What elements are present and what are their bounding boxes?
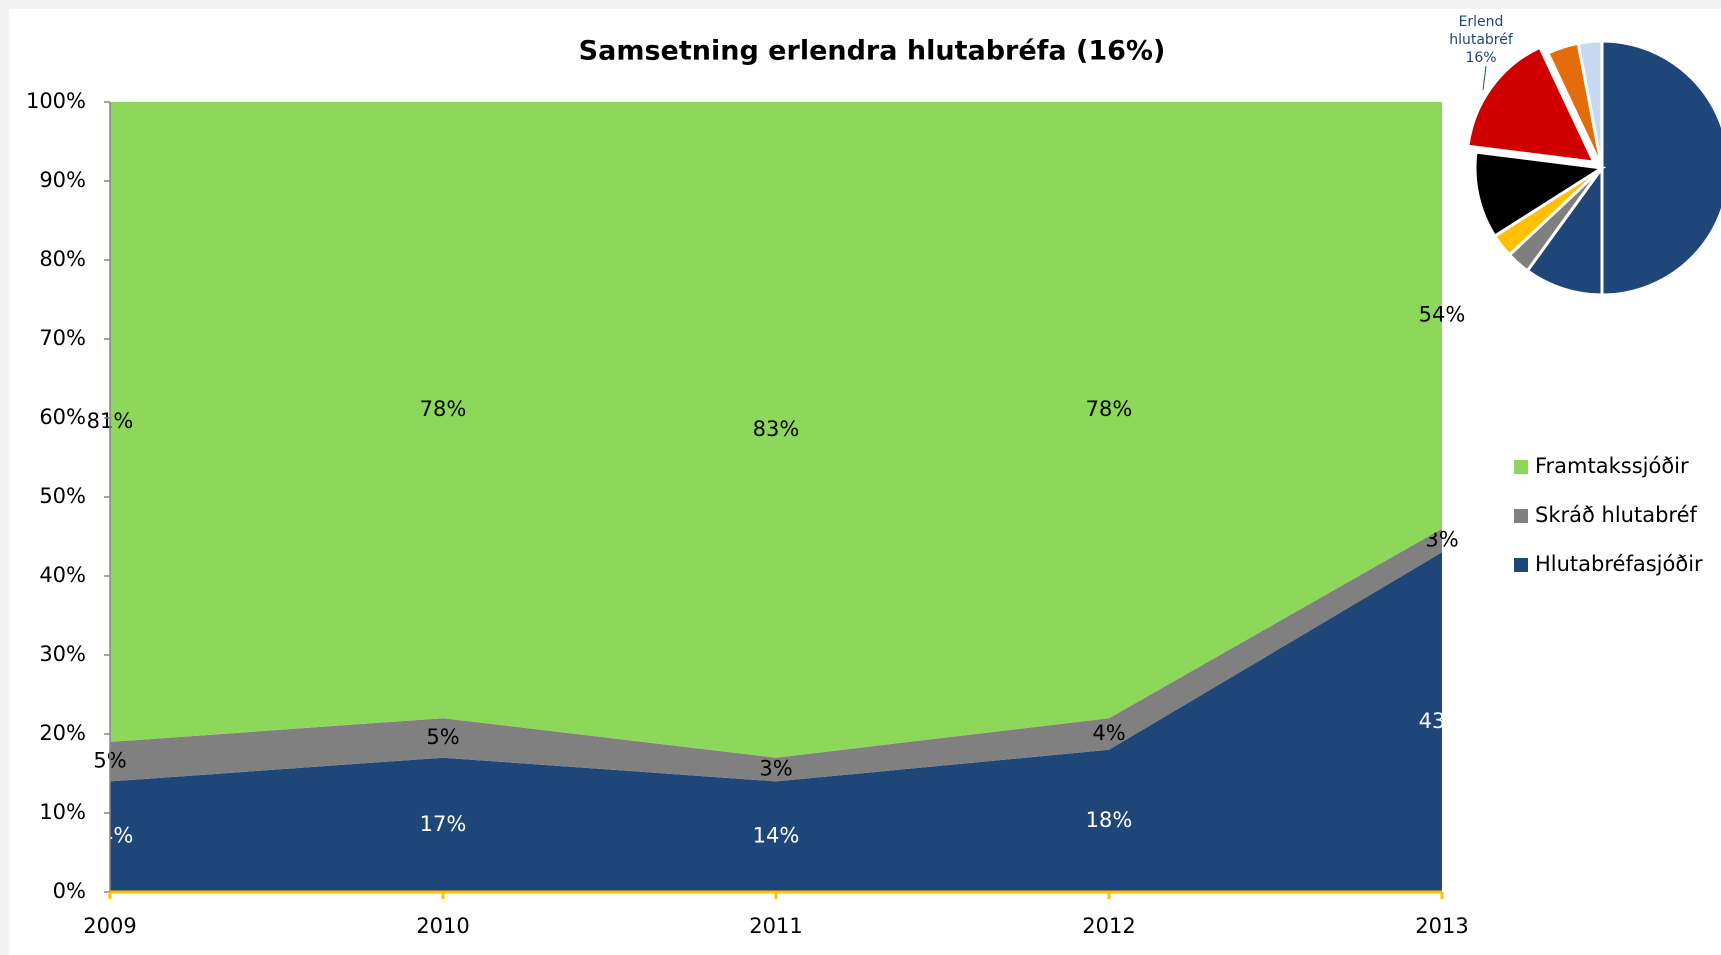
y-tick-label: 80% bbox=[39, 247, 86, 271]
pie-label-line: hlutabréf bbox=[1449, 32, 1514, 48]
legend-label: Framtakssjóðir bbox=[1535, 454, 1689, 478]
y-tick-label: 90% bbox=[39, 168, 86, 192]
value-label: 4% bbox=[1092, 721, 1125, 745]
value-label: 17% bbox=[420, 812, 467, 836]
pie-label: Erlend hlutabréf bbox=[1449, 14, 1514, 48]
y-tick-label: 60% bbox=[39, 405, 86, 429]
area bbox=[110, 102, 1442, 758]
x-tick-label: 2012 bbox=[1082, 914, 1135, 938]
pie-slice bbox=[1466, 45, 1597, 164]
pie-slice bbox=[1576, 39, 1604, 169]
pie-value-label: 16% bbox=[1465, 50, 1496, 66]
legend-label: Skráð hlutabréf bbox=[1535, 503, 1697, 527]
x-tick-label: 2009 bbox=[83, 914, 136, 938]
leader-line bbox=[1482, 65, 1487, 91]
legend-swatch bbox=[1514, 460, 1528, 474]
x-tick-label: 2010 bbox=[416, 914, 469, 938]
pie-slice bbox=[1473, 150, 1607, 239]
value-label: 78% bbox=[420, 397, 467, 421]
value-label: 43% bbox=[1419, 709, 1466, 733]
chart-title: Samsetning erlendra hlutabréfa (16%) bbox=[579, 36, 1166, 67]
y-tick-label: 100% bbox=[26, 89, 86, 113]
value-label: 18% bbox=[1086, 808, 1133, 832]
x-tick-label: 2011 bbox=[749, 914, 802, 938]
legend-swatch bbox=[1514, 558, 1528, 572]
y-tick-label: 20% bbox=[39, 721, 86, 745]
legend-label: Hlutabréfasjóðir bbox=[1535, 552, 1703, 576]
value-label: 83% bbox=[753, 417, 800, 441]
area bbox=[110, 552, 1442, 892]
value-label: 3% bbox=[759, 757, 792, 781]
y-tick-label: 30% bbox=[39, 642, 86, 666]
value-label: 78% bbox=[1086, 397, 1133, 421]
legend-swatch bbox=[1514, 509, 1528, 523]
pie-label-line: Erlend bbox=[1459, 14, 1504, 30]
pie-slice bbox=[1525, 163, 1604, 297]
y-tick-label: 70% bbox=[39, 326, 86, 350]
pie-slice bbox=[1600, 39, 1721, 297]
y-tick-label: 50% bbox=[39, 484, 86, 508]
value-label: 54% bbox=[1419, 302, 1466, 326]
x-tick-label: 2013 bbox=[1415, 914, 1468, 938]
y-tick-label: 10% bbox=[39, 800, 86, 824]
y-tick-label: 0% bbox=[53, 879, 86, 903]
value-label: 5% bbox=[426, 725, 459, 749]
y-tick-label: 40% bbox=[39, 563, 86, 587]
value-label: 14% bbox=[753, 824, 800, 848]
